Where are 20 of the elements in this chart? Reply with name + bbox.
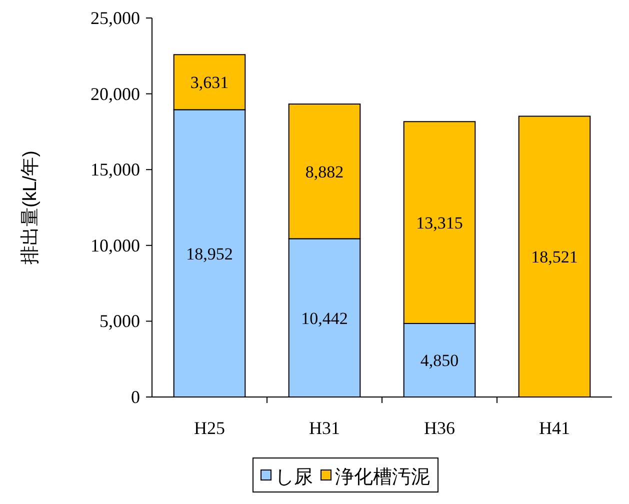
data-label: 4,850 [420,351,459,370]
data-label: 13,315 [416,214,463,233]
data-label: 18,952 [186,244,233,264]
x-tick-label: H36 [424,418,455,438]
y-tick-label: 15,000 [90,160,140,180]
y-tick-label: 20,000 [90,84,140,104]
x-tick-label: H25 [194,418,225,438]
y-tick-label: 25,000 [90,8,140,28]
y-tick-label: 5,000 [100,311,140,332]
legend-label: し尿 [275,467,313,488]
x-tick-label: H31 [309,418,340,438]
y-tick-label: 0 [131,387,140,407]
data-label: 3,631 [190,73,229,92]
data-label: 10,442 [301,308,348,328]
legend-label: 浄化槽汚泥 [335,467,430,488]
y-tick-label: 10,000 [90,235,140,256]
y-axis-title: 排出量(kL/年) [20,150,41,264]
data-label: 8,882 [305,162,344,182]
x-tick-label: H41 [539,418,570,438]
data-label: 18,521 [531,248,578,267]
